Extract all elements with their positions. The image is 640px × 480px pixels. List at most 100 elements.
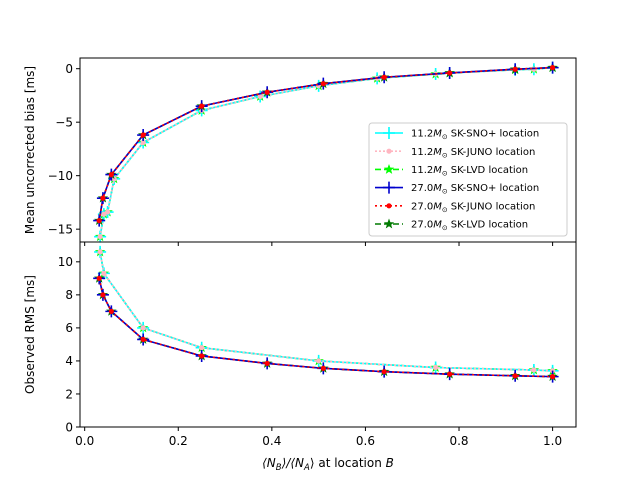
data-point-s270_juno-bottom <box>140 336 146 343</box>
legend-series-name: SK-JUNO location <box>451 201 536 212</box>
legend-mass-value: 27.0 <box>411 183 433 194</box>
legend-mass-symbol: M <box>433 220 442 231</box>
legend-series-name: SK-JUNO location <box>451 147 536 158</box>
legend-marker-s270_lvd <box>383 218 395 229</box>
legend-mass-symbol: M <box>433 129 442 140</box>
axes-layer: 0 −5 −10 −15 Mean uncorrected bias [ms] 0 2 4 6 8… <box>23 57 577 473</box>
x-tick-label: 0.0 <box>75 434 94 448</box>
panel-bottom-frame <box>79 241 577 428</box>
x-axis-label-part: B <box>276 463 282 473</box>
legend-marker-s112_snoplus <box>383 127 395 139</box>
data-point-s112_juno-bottom <box>531 367 537 373</box>
legend-mass-symbol: M <box>433 183 442 194</box>
legend-series-name: SK-SNO+ location <box>451 129 539 140</box>
legend-mass-subscript: ⊙ <box>442 206 448 214</box>
y-tick-label: −15 <box>48 222 73 236</box>
data-point-s270_juno-bottom <box>100 292 106 298</box>
legend-mass-subscript: ⊙ <box>442 133 448 141</box>
legend-entry-s270_lvd: 27.0M⊙ SK-LVD location <box>375 218 528 233</box>
legend-marker-s112_lvd <box>383 163 395 174</box>
series-layer <box>93 61 559 383</box>
legend-entry-s112_juno: 11.2M⊙ SK-JUNO location <box>375 147 536 159</box>
data-point-s270_juno-top <box>447 70 453 76</box>
x-tick-label: 0.8 <box>449 434 468 448</box>
legend-mass-symbol: M <box>433 201 442 212</box>
legend-series-name: SK-LVD location <box>451 220 528 231</box>
legend-series-name: SK-SNO+ location <box>451 183 539 194</box>
legend-label-s112_snoplus: 11.2M⊙ SK-SNO+ location <box>411 129 539 142</box>
data-point-s270_juno-top <box>320 81 326 87</box>
data-point-s270_juno-top <box>199 103 205 109</box>
y-axis-label-top: Mean uncorrected bias [ms] <box>23 66 37 234</box>
x-tick-label: 0.6 <box>356 434 375 448</box>
legend-mass-symbol: M <box>433 165 442 176</box>
y-tick-label: 0 <box>65 420 73 434</box>
series-s270_juno-top <box>96 65 556 224</box>
y-tick-label: 10 <box>58 255 73 269</box>
data-point-s270_juno-top <box>140 132 146 138</box>
y-tick-label: 2 <box>65 387 73 401</box>
data-point-s270_juno-bottom <box>96 275 102 281</box>
legend-mass-subscript: ⊙ <box>442 188 448 196</box>
legend-entry-s112_snoplus: 11.2M⊙ SK-SNO+ location <box>375 127 539 141</box>
y-axis-label-bottom: Observed RMS [ms] <box>23 275 37 394</box>
legend-mass-value: 11.2 <box>411 147 433 158</box>
legend-mass-subscript: ⊙ <box>442 151 448 159</box>
series-line-s112_juno-bottom <box>99 251 553 372</box>
series-s270_juno-bottom <box>96 275 556 380</box>
legend-mass-value: 27.0 <box>411 201 433 212</box>
y-tick-label: 8 <box>65 288 73 302</box>
x-axis-label-part: ⟨N <box>262 456 276 470</box>
data-point-s270_juno-top <box>96 218 102 224</box>
data-point-s112_juno-bottom <box>316 358 322 364</box>
data-point-s270_juno-top <box>512 66 518 72</box>
data-point-s270_juno-bottom <box>512 373 518 379</box>
legend-mass-value: 11.2 <box>411 165 433 176</box>
legend-mass-value: 27.0 <box>411 220 433 231</box>
data-point-s270_juno-bottom <box>447 371 453 377</box>
data-point-s112_juno-bottom <box>101 270 107 276</box>
y-tick-label: 0 <box>65 62 73 76</box>
y-tick-label: 4 <box>65 354 73 368</box>
series-s112_juno-bottom <box>97 249 556 374</box>
panel-bottom-plot <box>93 245 559 383</box>
legend-label-s270_juno: 27.0M⊙ SK-JUNO location <box>411 201 535 214</box>
data-point-s270_juno-top <box>264 89 270 95</box>
legend-entry-s112_lvd: 11.2M⊙ SK-LVD location <box>375 163 528 178</box>
legend-marker-s270_juno <box>386 203 392 209</box>
x-tick-label: 0.2 <box>169 434 188 448</box>
legend-mass-subscript: ⊙ <box>442 224 448 232</box>
legend-mass-symbol: M <box>433 147 442 158</box>
legend-label-s270_snoplus: 27.0M⊙ SK-SNO+ location <box>411 183 539 196</box>
legend-mass-subscript: ⊙ <box>442 170 448 178</box>
data-point-s112_juno-bottom <box>433 364 439 371</box>
x-axis-label-part: ⟩/⟨N <box>281 456 304 470</box>
data-point-s112_juno-bottom <box>140 325 146 331</box>
data-point-s270_juno-bottom <box>264 360 270 367</box>
y-tick-label: 6 <box>65 321 73 335</box>
data-point-s270_juno-bottom <box>320 365 326 371</box>
data-point-s112_juno-bottom <box>97 249 103 255</box>
data-point-s112_juno-top <box>257 93 263 100</box>
legend-marker-s270_snoplus <box>383 181 395 194</box>
x-axis-label: ⟨NB⟩/⟨NA⟩ at location B <box>262 456 394 473</box>
legend-entry-s270_snoplus: 27.0M⊙ SK-SNO+ location <box>375 181 539 196</box>
data-point-s112_juno-bottom <box>199 345 205 351</box>
x-tick-label: 0.4 <box>262 434 281 448</box>
data-point-s270_juno-bottom <box>199 353 205 359</box>
data-point-s270_juno-bottom <box>550 374 556 380</box>
x-tick-label: 1.0 <box>543 434 562 448</box>
data-point-s270_juno-top <box>100 195 106 201</box>
data-point-s270_juno-top <box>108 172 114 178</box>
legend-marker-s112_juno <box>386 148 392 154</box>
x-axis-label-part: B <box>386 456 394 470</box>
legend-label-s270_lvd: 27.0M⊙ SK-LVD location <box>411 220 528 233</box>
legend-mass-value: 11.2 <box>411 129 433 140</box>
y-tick-label: −5 <box>55 115 73 129</box>
data-point-s270_juno-bottom <box>381 369 387 375</box>
legend-label-s112_lvd: 11.2M⊙ SK-LVD location <box>411 165 528 178</box>
data-point-s270_juno-bottom <box>108 308 114 314</box>
